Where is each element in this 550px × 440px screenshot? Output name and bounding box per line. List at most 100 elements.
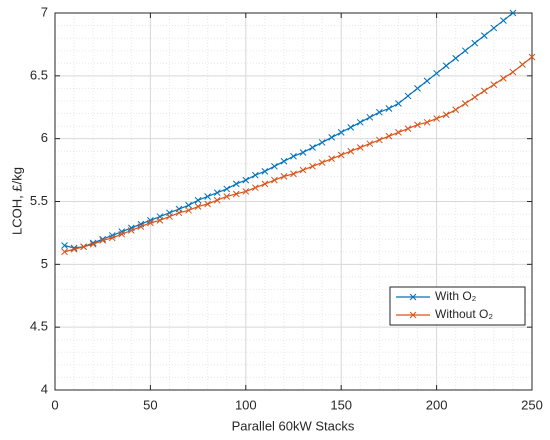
legend-marker: [409, 311, 417, 319]
marker: [480, 87, 488, 95]
marker: [509, 9, 517, 17]
marker: [328, 155, 336, 163]
axes-box: [54, 12, 533, 391]
marker: [395, 100, 402, 107]
marker: [242, 188, 250, 195]
marker: [480, 32, 488, 39]
marker: [528, 53, 536, 61]
marker: [404, 125, 412, 132]
marker: [118, 230, 126, 238]
marker: [442, 62, 450, 70]
marker: [108, 234, 116, 242]
marker: [433, 115, 440, 122]
marker: [261, 167, 269, 175]
marker: [337, 151, 345, 159]
y-tick-label: 5.5: [30, 193, 48, 208]
marker: [194, 196, 202, 204]
y-tick-label: 7: [41, 4, 48, 19]
marker: [271, 162, 278, 170]
marker: [290, 152, 297, 160]
marker: [366, 140, 374, 148]
marker: [490, 81, 498, 88]
marker: [509, 68, 517, 76]
marker: [280, 157, 288, 165]
marker: [271, 176, 278, 184]
marker: [156, 216, 164, 224]
marker: [376, 108, 383, 116]
marker: [61, 248, 68, 256]
marker: [80, 243, 87, 251]
marker: [223, 185, 231, 193]
marker: [89, 240, 97, 248]
x-tick-label: 200: [426, 397, 448, 412]
x-tick-label: 50: [143, 397, 157, 412]
marker: [442, 111, 450, 119]
marker: [251, 184, 259, 192]
marker: [70, 245, 78, 253]
marker: [471, 93, 479, 101]
y-tick-label: 5: [41, 256, 48, 271]
x-axis-label: Parallel 60kW Stacks: [232, 418, 355, 433]
marker: [232, 190, 240, 198]
x-tick-label: 100: [235, 397, 257, 412]
y-tick-label: 6.5: [30, 67, 48, 82]
legend-box: [389, 286, 526, 326]
marker: [166, 213, 173, 220]
y-tick-label: 4.5: [30, 319, 48, 334]
marker: [185, 201, 192, 209]
marker: [471, 39, 479, 47]
marker: [147, 219, 154, 227]
marker: [404, 92, 412, 100]
marker: [61, 242, 68, 249]
marker: [395, 129, 402, 136]
marker: [423, 77, 431, 85]
marker: [309, 162, 316, 170]
marker: [309, 144, 316, 151]
legend-marker: [409, 293, 417, 301]
marker: [366, 113, 374, 121]
marker: [452, 54, 460, 62]
marker: [461, 47, 469, 55]
marker: [223, 193, 231, 200]
marker: [347, 124, 355, 131]
legend-label: With O₂: [435, 289, 477, 303]
marker: [328, 134, 336, 141]
y-tick-label: 4: [41, 381, 48, 396]
marker: [213, 196, 221, 204]
legend: With O₂ Without O₂: [389, 286, 526, 326]
marker: [232, 180, 240, 188]
marker: [242, 176, 250, 184]
marker: [299, 166, 307, 174]
legend-label: Without O₂: [435, 307, 493, 321]
marker: [356, 144, 364, 151]
marker: [204, 200, 211, 208]
marker: [299, 149, 307, 156]
marker: [175, 209, 183, 217]
marker: [414, 85, 421, 92]
marker: [500, 74, 507, 82]
marker: [127, 227, 135, 234]
marker: [385, 105, 393, 112]
marker: [356, 118, 364, 126]
marker: [261, 180, 269, 188]
marker: [376, 136, 383, 144]
x-tick-label: 150: [330, 397, 352, 412]
marker: [280, 173, 288, 180]
y-axis-label: LCOH, £/kg: [9, 167, 24, 235]
y-tick-label: 6: [41, 130, 48, 145]
series-line: [64, 56, 533, 253]
marker: [347, 147, 355, 155]
marker: [433, 69, 440, 77]
marker: [452, 106, 460, 114]
marker: [185, 206, 192, 214]
marker: [318, 139, 326, 146]
marker: [290, 170, 297, 178]
marker: [461, 100, 469, 107]
marker: [137, 223, 145, 230]
marker: [194, 203, 202, 210]
marker: [99, 237, 107, 244]
marker: [251, 171, 259, 179]
marker: [318, 159, 326, 166]
